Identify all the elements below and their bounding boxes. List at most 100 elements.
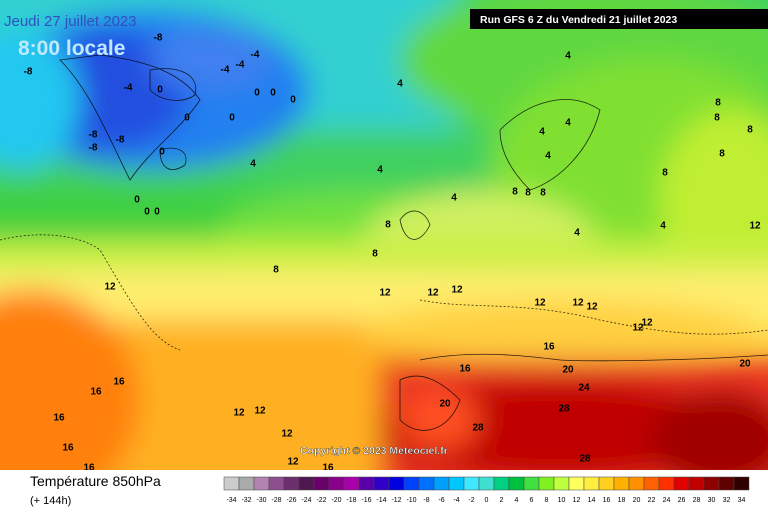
contour-label: 4 (397, 79, 403, 90)
scale-label: 20 (633, 497, 641, 504)
scale-swatch (433, 476, 450, 491)
contour-label: 16 (53, 413, 65, 424)
scale-swatch (718, 476, 735, 491)
scale-swatch (733, 476, 750, 491)
scale-swatch (298, 476, 315, 491)
contour-label: 16 (543, 342, 555, 353)
contour-label: 12 (451, 285, 463, 296)
scale-label: -32 (241, 497, 251, 504)
scale-swatch (538, 476, 555, 491)
scale-label: 28 (693, 497, 701, 504)
scale-swatch (703, 476, 720, 491)
contour-label: 4 (574, 228, 580, 239)
scale-swatch (613, 476, 630, 491)
contour-label: 4 (660, 221, 666, 232)
scale-swatch (643, 476, 660, 491)
contour-label: 24 (578, 383, 590, 394)
contour-label: 4 (565, 51, 571, 62)
contour-label: 12 (379, 288, 391, 299)
scale-swatch (658, 476, 675, 491)
contour-label: 12 (104, 282, 116, 293)
contour-label: 0 (254, 88, 260, 99)
scale-label: -2 (468, 497, 474, 504)
contour-label: 12 (281, 429, 293, 440)
scale-label: 16 (603, 497, 611, 504)
contour-label: 28 (579, 454, 591, 465)
scale-label: 26 (678, 497, 686, 504)
scale-label: -30 (256, 497, 266, 504)
scale-label: 18 (618, 497, 626, 504)
contour-label: 20 (562, 365, 574, 376)
scale-label: -4 (453, 497, 459, 504)
scale-swatch (478, 476, 495, 491)
contour-label: 0 (184, 113, 190, 124)
contour-label: -8 (89, 143, 98, 154)
coastlines (0, 54, 768, 431)
contour-label: -8 (116, 135, 125, 146)
contour-label: 8 (715, 98, 721, 109)
contour-label: -4 (251, 50, 260, 61)
contour-label: 0 (229, 113, 235, 124)
scale-swatch (448, 476, 465, 491)
contour-label: 12 (287, 457, 299, 468)
scale-swatch (268, 476, 285, 491)
scale-label: 6 (530, 497, 534, 504)
scale-swatch (403, 476, 420, 491)
contour-label: -8 (24, 67, 33, 78)
scale-label: -26 (286, 497, 296, 504)
contour-label: 12 (641, 318, 653, 329)
contour-label: 0 (159, 147, 165, 158)
contour-label: 4 (451, 193, 457, 204)
scale-swatch (223, 476, 240, 491)
scale-label: 8 (545, 497, 549, 504)
scale-swatch (328, 476, 345, 491)
scale-label: -22 (316, 497, 326, 504)
contour-label: -4 (221, 65, 230, 76)
scale-swatch (568, 476, 585, 491)
contour-label: 12 (233, 408, 245, 419)
contour-label: 8 (372, 249, 378, 260)
date: Jeudi 27 juillet 2023 (4, 13, 137, 30)
scale-swatch (688, 476, 705, 491)
contour-label: 12 (572, 298, 584, 309)
contour-label: 12 (632, 323, 644, 334)
contour-label: 16 (322, 463, 334, 474)
contour-label: 12 (749, 221, 761, 232)
scale-label: -6 (438, 497, 444, 504)
copyright: Copyright © 2023 Meteociel.fr (300, 445, 448, 457)
scale-label: 10 (558, 497, 566, 504)
contour-label: 4 (250, 159, 256, 170)
scale-label: 0 (485, 497, 489, 504)
contour-label: 8 (714, 113, 720, 124)
contour-label: -8 (89, 130, 98, 141)
contour-label: 8 (525, 188, 531, 199)
contour-label: 8 (747, 125, 753, 136)
contour-label: 16 (62, 443, 74, 454)
scale-swatch (583, 476, 600, 491)
scale-swatch (523, 476, 540, 491)
time: 8:00 locale (18, 37, 125, 60)
contour-label: 8 (540, 188, 546, 199)
scale-label: -8 (423, 497, 429, 504)
contour-label: 4 (565, 118, 571, 129)
scale-label: -18 (346, 497, 356, 504)
scale-label: 12 (573, 497, 581, 504)
contour-label: 16 (113, 377, 125, 388)
contour-label: 12 (254, 406, 266, 417)
contour-label: 28 (558, 404, 570, 415)
contour-label: 0 (154, 207, 160, 218)
scale-label: -14 (376, 497, 386, 504)
scale-swatch (553, 476, 570, 491)
contour-label: 0 (144, 207, 150, 218)
scale-label: -16 (361, 497, 371, 504)
scale-swatch (493, 476, 510, 491)
scale-swatch (313, 476, 330, 491)
contour-label: 4 (545, 151, 551, 162)
scale-label: 32 (723, 497, 731, 504)
scale-swatch (388, 476, 405, 491)
contour-label: 8 (719, 149, 725, 160)
scale-label: -28 (271, 497, 281, 504)
